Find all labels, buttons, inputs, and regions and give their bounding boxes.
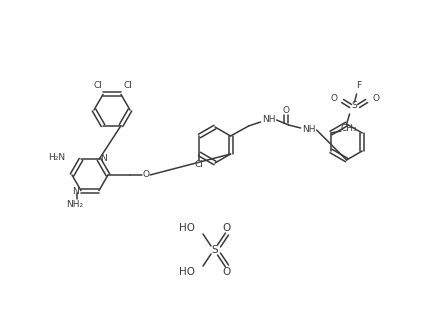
Text: H₂N: H₂N: [48, 153, 65, 162]
Text: O: O: [222, 223, 230, 233]
Text: N: N: [101, 154, 107, 163]
Text: O: O: [222, 267, 230, 277]
Text: Cl: Cl: [123, 81, 132, 90]
Text: O: O: [282, 106, 288, 115]
Text: Cl: Cl: [195, 160, 203, 169]
Text: N: N: [72, 187, 79, 196]
Text: NH: NH: [301, 125, 314, 134]
Text: HO: HO: [178, 223, 195, 233]
Text: S: S: [211, 245, 218, 255]
Text: F: F: [355, 81, 360, 90]
Text: NH: NH: [261, 115, 275, 124]
Text: O: O: [371, 95, 378, 104]
Text: S: S: [351, 101, 357, 110]
Text: NH₂: NH₂: [66, 200, 83, 209]
Text: Cl: Cl: [93, 81, 102, 90]
Text: CH₃: CH₃: [340, 124, 357, 134]
Text: O: O: [142, 170, 149, 179]
Text: O: O: [329, 95, 336, 104]
Text: HO: HO: [178, 267, 195, 277]
